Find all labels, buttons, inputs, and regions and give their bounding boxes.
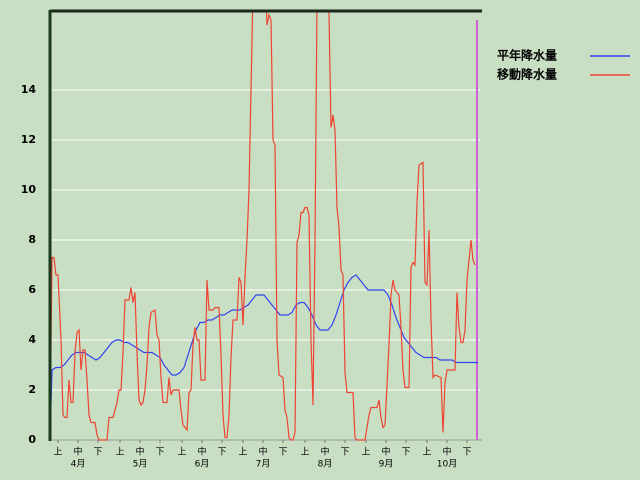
y-tick-label: 12	[21, 133, 36, 146]
x-tick-label: 中	[135, 446, 144, 458]
month-label: 8月	[318, 459, 333, 470]
x-tick-label: 上	[361, 447, 370, 458]
month-label: 6月	[195, 459, 210, 470]
y-tick-label: 0	[28, 433, 36, 446]
series-line	[50, 10, 476, 441]
month-label: 10月	[437, 459, 457, 470]
lines-layer	[50, 10, 478, 441]
x-tick-label: 中	[258, 446, 267, 458]
legend-label: 移動降水量	[497, 67, 557, 82]
y-tick-label: 4	[28, 333, 36, 346]
x-tick-label: 中	[320, 446, 329, 458]
series-line	[50, 274, 478, 441]
x-tick-label: 下	[401, 448, 410, 458]
x-tick-label: 上	[300, 447, 309, 458]
x-tick-label: 下	[462, 448, 471, 458]
y-tick-label: 6	[28, 283, 36, 296]
x-tick-label: 下	[278, 448, 287, 458]
grid-layer	[50, 89, 480, 391]
legend-label: 平年降水量	[497, 48, 557, 63]
y-tick-label: 8	[28, 233, 36, 246]
month-label: 9月	[379, 459, 394, 470]
x-tick-label: 上	[422, 447, 431, 458]
x-tick-label: 中	[381, 446, 390, 458]
x-tick-label: 上	[238, 447, 247, 458]
month-label: 5月	[133, 459, 148, 470]
x-tick-label: 上	[177, 447, 186, 458]
x-tick-label: 下	[340, 448, 349, 458]
x-tick-label: 下	[155, 448, 164, 458]
x-tick-label: 上	[53, 447, 62, 458]
x-tick-label: 中	[197, 446, 206, 458]
month-label: 4月	[71, 459, 86, 470]
y-tick-label: 14	[21, 83, 37, 96]
x-tick-label: 中	[73, 446, 82, 458]
x-tick-label: 上	[115, 447, 124, 458]
y-tick-label: 10	[21, 183, 37, 196]
y-tick-label: 2	[28, 383, 36, 396]
x-tick-label: 中	[442, 446, 451, 458]
x-tick-label: 下	[217, 448, 226, 458]
month-label: 7月	[256, 459, 271, 470]
x-tick-label: 下	[93, 448, 102, 458]
labels-layer: 02468101214上中下上中下上中下上中下上中下上中下上中下4月 5月 6月 7月…	[21, 48, 630, 470]
